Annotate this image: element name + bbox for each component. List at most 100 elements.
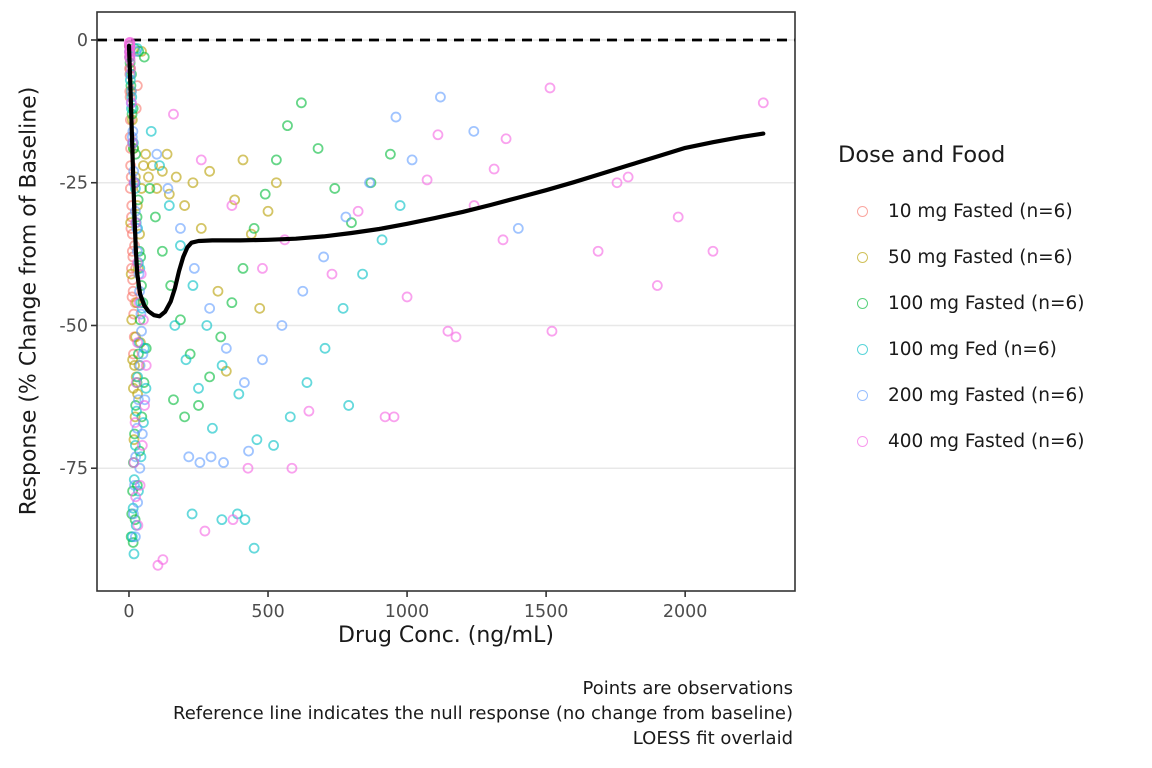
scatter-point [357, 268, 368, 280]
scatter-point [215, 331, 227, 343]
legend: Dose and Food 10 mg Fasted (n=6) 50 mg F… [838, 142, 1084, 464]
scatter-point [229, 194, 241, 206]
scatter-point [179, 411, 190, 423]
scatter-point [239, 514, 251, 526]
scatter-point [138, 342, 150, 354]
legend-item-label: 10 mg Fasted (n=6) [888, 200, 1073, 222]
scatter-point [242, 462, 254, 474]
scatter-point [384, 148, 396, 160]
scatter-point [394, 200, 406, 211]
scatter-point [129, 417, 141, 428]
scatter-point [145, 125, 157, 137]
scatter-point [129, 439, 141, 451]
scatter-point [544, 82, 556, 94]
scatter-point [147, 160, 159, 172]
x-tick-label: 500 [251, 602, 284, 622]
scatter-point [295, 97, 307, 109]
scatter-point [592, 245, 604, 257]
scatter-point [129, 479, 140, 491]
scatter-point [611, 177, 623, 189]
legend-title: Dose and Food [838, 142, 1006, 168]
scatter-point [301, 377, 313, 388]
legend-item: 200 mg Fasted (n=6) [838, 372, 1084, 418]
scatter-point [138, 377, 150, 388]
scatter-point [297, 285, 309, 297]
scatter-point [270, 177, 282, 189]
scatter-point [254, 302, 266, 314]
scatter-point [303, 405, 315, 417]
scatter-point [216, 514, 228, 526]
scatter-point [187, 280, 199, 291]
scatter-point [187, 177, 199, 189]
scatter-point [149, 211, 161, 223]
scatter-point [204, 302, 216, 314]
scatter-point [128, 434, 140, 446]
scatter-point [143, 171, 154, 183]
legend-key-circle-icon [857, 297, 868, 309]
scatter-point [546, 325, 558, 337]
scatter-point [318, 251, 330, 263]
scatter-point [132, 497, 144, 508]
scatter-point [156, 165, 168, 177]
scatter-point [180, 354, 192, 366]
y-tick-label: -25 [59, 174, 88, 194]
scatter-point [133, 394, 144, 406]
scatter-point [204, 165, 216, 177]
scatter-point [207, 422, 218, 434]
scatter-point [201, 320, 213, 331]
scatter-point [352, 205, 364, 217]
scatter-point [421, 174, 433, 186]
scatter-point [193, 382, 204, 394]
scatter-point [133, 348, 144, 360]
scatter-point [218, 457, 229, 468]
scatter-point [401, 291, 413, 303]
scatter-point [220, 342, 232, 354]
scatter-point [161, 148, 173, 160]
scatter-point [126, 531, 138, 543]
x-axis-title: Drug Conc. (ng/mL) [338, 623, 554, 648]
scatter-point [251, 434, 263, 446]
scatter-point [162, 183, 174, 194]
legend-item-label: 100 mg Fed (n=6) [888, 338, 1057, 360]
scatter-point [257, 354, 268, 366]
loess-curve [126, 43, 766, 319]
scatter-point [134, 462, 146, 474]
legend-item: 100 mg Fed (n=6) [838, 326, 1084, 372]
scatter-point [432, 129, 444, 141]
scatter-point [128, 457, 140, 468]
scatter-point [195, 154, 207, 166]
legend-item-label: 400 mg Fasted (n=6) [888, 430, 1085, 452]
legend-key-circle-icon [857, 343, 868, 355]
scatter-point [238, 377, 250, 388]
scatter-point [127, 537, 139, 548]
scatter-point [132, 371, 144, 383]
scatter-point [144, 183, 156, 194]
caption-line: LOESS fit overlaid [632, 728, 793, 749]
scatter-point [379, 411, 391, 423]
scatter-point [157, 554, 169, 565]
scatter-point [132, 337, 144, 349]
scatter-point [346, 217, 357, 229]
scatter-point [406, 154, 418, 166]
scatter-point [188, 262, 200, 274]
scatter-point [233, 388, 245, 400]
scatter-point [131, 405, 142, 417]
scatter-point [136, 428, 148, 440]
scatter-point [137, 348, 149, 360]
legend-key-circle-icon [857, 389, 868, 401]
scatter-point [175, 314, 186, 326]
scatter-point [129, 514, 141, 526]
scatter-point [329, 183, 341, 194]
scatter-point [136, 439, 148, 451]
scatter-point [132, 519, 144, 531]
scatter-point [512, 223, 524, 234]
scatter-point [442, 325, 454, 337]
scatter-point [129, 411, 141, 423]
scatter-point [226, 200, 238, 211]
scatter-point [248, 542, 260, 554]
scatter-point [136, 325, 147, 337]
scatter-point [128, 508, 139, 520]
scatter-point [163, 188, 175, 200]
legend-item: 400 mg Fasted (n=6) [838, 418, 1084, 464]
